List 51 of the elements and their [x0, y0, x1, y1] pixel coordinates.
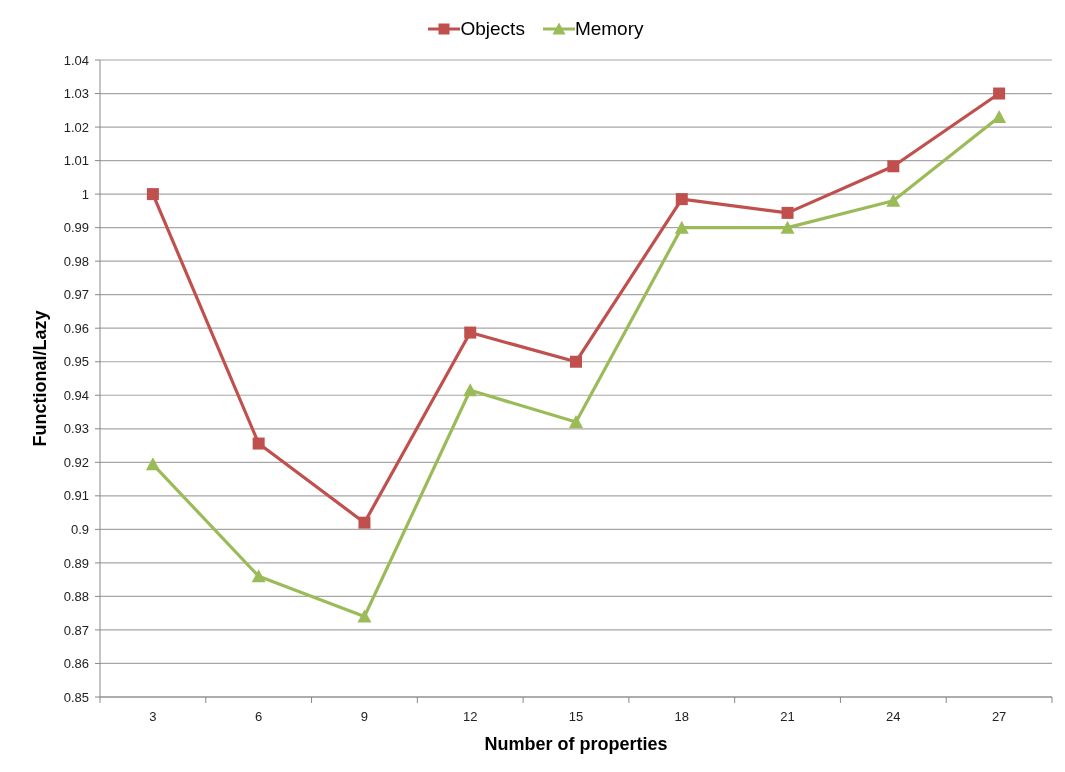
point [993, 87, 1006, 100]
y-tick-label: 0.95 [63, 354, 89, 370]
y-tick-label: 0.99 [63, 220, 89, 236]
point [992, 109, 1007, 123]
point [357, 609, 372, 623]
legend-label: Objects [460, 18, 525, 40]
x-tick-label: 3 [149, 709, 157, 724]
x-tick-label: 18 [674, 709, 690, 724]
y-tick-label: 1.03 [63, 86, 89, 102]
point [886, 193, 901, 207]
legend-label: Memory [574, 18, 644, 40]
x-tick-label: 24 [886, 709, 901, 724]
y-tick-label: 0.85 [63, 689, 89, 705]
y-tick-label: 0.91 [63, 488, 89, 504]
point [674, 220, 689, 234]
y-tick-label: 1 [81, 186, 89, 202]
x-axis-title: Number of properties [484, 734, 668, 754]
x-tick-label: 9 [360, 709, 369, 724]
point [780, 220, 795, 234]
y-tick-label: 1.02 [63, 119, 89, 135]
y-axis-title: Functional/Lazy [30, 310, 50, 447]
x-tick-label: 15 [568, 709, 584, 724]
y-tick-label: 0.89 [63, 555, 89, 571]
x-tick-label: 6 [255, 709, 263, 724]
y-tick-label: 0.96 [63, 320, 89, 336]
y-tick-label: 1.04 [63, 52, 89, 68]
y-tick-label: 1.01 [63, 153, 89, 169]
point [145, 457, 160, 471]
point [570, 355, 582, 368]
point [464, 326, 477, 339]
y-tick-label: 0.94 [63, 387, 89, 403]
y-tick-label: 0.97 [63, 287, 89, 303]
y-tick-label: 0.86 [63, 656, 89, 672]
point [146, 188, 159, 201]
point [887, 160, 900, 173]
x-tick-label: 21 [780, 709, 795, 724]
point [463, 383, 478, 397]
point [675, 193, 688, 206]
y-tick-label: 0.93 [63, 421, 89, 437]
y-tick-label: 0.9 [70, 521, 89, 537]
point [358, 516, 371, 529]
point [251, 569, 266, 583]
y-tick-label: 0.98 [63, 253, 89, 269]
y-tick-label: 0.87 [63, 622, 89, 638]
point [569, 415, 583, 429]
point [781, 206, 794, 219]
x-tick-label: 27 [991, 709, 1007, 724]
point [252, 437, 265, 450]
x-tick-label: 12 [462, 709, 478, 724]
y-tick-label: 0.92 [63, 454, 89, 470]
y-tick-label: 0.88 [63, 589, 89, 605]
